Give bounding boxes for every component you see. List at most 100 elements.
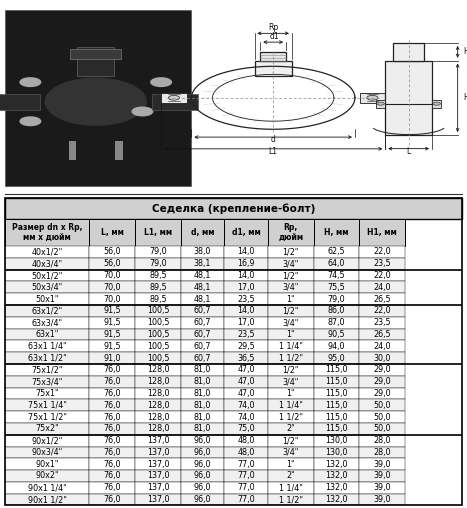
Bar xyxy=(314,399,359,411)
Bar xyxy=(181,293,224,305)
Text: 14,0: 14,0 xyxy=(237,306,255,315)
Text: 81,0: 81,0 xyxy=(194,412,211,422)
Bar xyxy=(135,494,181,505)
Bar xyxy=(181,458,224,470)
Text: 91,5: 91,5 xyxy=(103,342,121,351)
Bar xyxy=(224,388,268,399)
Bar xyxy=(89,447,135,458)
Bar xyxy=(135,482,181,494)
Text: 100,5: 100,5 xyxy=(147,354,169,363)
Bar xyxy=(268,352,314,364)
Text: 63x1": 63x1" xyxy=(35,330,59,339)
Text: L, мм: L, мм xyxy=(101,228,124,237)
Bar xyxy=(314,482,359,494)
Bar xyxy=(5,447,89,458)
Bar xyxy=(135,352,181,364)
Bar xyxy=(268,482,314,494)
Bar xyxy=(5,482,89,494)
Text: 29,5: 29,5 xyxy=(237,342,255,351)
Text: 90,5: 90,5 xyxy=(328,330,345,339)
Text: 1 1/4": 1 1/4" xyxy=(279,483,303,492)
Bar xyxy=(5,246,89,258)
Text: 96,0: 96,0 xyxy=(194,471,212,481)
Bar xyxy=(89,270,135,281)
Text: 3/4": 3/4" xyxy=(283,259,299,268)
Bar xyxy=(224,281,268,293)
Text: 23,5: 23,5 xyxy=(374,259,391,268)
Bar xyxy=(314,423,359,435)
Bar xyxy=(268,281,314,293)
Bar xyxy=(359,376,405,388)
Bar xyxy=(89,482,135,494)
Bar xyxy=(135,364,181,376)
Bar xyxy=(359,447,405,458)
Text: Rp: Rp xyxy=(269,23,279,33)
Bar xyxy=(224,376,268,388)
Text: 60,7: 60,7 xyxy=(194,354,212,363)
Bar xyxy=(181,470,224,482)
Bar xyxy=(359,246,405,258)
Bar xyxy=(314,411,359,423)
Text: 76,0: 76,0 xyxy=(104,448,121,457)
Bar xyxy=(432,100,441,108)
Text: 128,0: 128,0 xyxy=(147,412,169,422)
Bar xyxy=(70,49,121,58)
Bar xyxy=(224,258,268,270)
Bar xyxy=(5,435,89,447)
Text: 70,0: 70,0 xyxy=(104,271,121,280)
Bar xyxy=(224,423,268,435)
Text: 76,0: 76,0 xyxy=(104,412,121,422)
Text: 130,0: 130,0 xyxy=(325,448,347,457)
Bar xyxy=(161,93,187,103)
Text: 23,5: 23,5 xyxy=(374,318,391,327)
Text: 38,0: 38,0 xyxy=(194,247,211,257)
Text: 74,5: 74,5 xyxy=(328,271,345,280)
Bar xyxy=(359,458,405,470)
Bar xyxy=(89,352,135,364)
Bar xyxy=(181,340,224,352)
Text: L: L xyxy=(406,146,411,155)
Bar xyxy=(359,388,405,399)
Text: 132,0: 132,0 xyxy=(325,495,348,504)
Text: 50,0: 50,0 xyxy=(374,412,391,422)
Bar xyxy=(314,340,359,352)
Text: 137,0: 137,0 xyxy=(147,495,169,504)
Bar xyxy=(152,94,198,110)
Text: 47,0: 47,0 xyxy=(237,377,255,386)
Bar xyxy=(314,447,359,458)
Bar xyxy=(181,281,224,293)
Bar xyxy=(181,258,224,270)
Text: 132,0: 132,0 xyxy=(325,460,348,469)
Bar xyxy=(5,494,89,505)
Bar xyxy=(314,270,359,281)
Bar xyxy=(181,305,224,317)
Text: 89,5: 89,5 xyxy=(149,271,167,280)
Bar xyxy=(359,423,405,435)
Text: 76,0: 76,0 xyxy=(104,401,121,410)
Bar xyxy=(314,305,359,317)
Text: 2": 2" xyxy=(286,424,295,433)
Text: 14,0: 14,0 xyxy=(237,271,255,280)
Bar xyxy=(314,246,359,258)
Bar xyxy=(5,340,89,352)
Bar xyxy=(135,411,181,423)
Text: H: H xyxy=(464,93,467,102)
Text: L1, мм: L1, мм xyxy=(144,228,172,237)
Bar xyxy=(5,376,89,388)
Text: 77,0: 77,0 xyxy=(237,471,255,481)
Text: d1, мм: d1, мм xyxy=(232,228,261,237)
Text: 3/4": 3/4" xyxy=(283,318,299,327)
Bar xyxy=(359,352,405,364)
Text: 30,0: 30,0 xyxy=(374,354,391,363)
Bar xyxy=(181,399,224,411)
Text: 40x3/4": 40x3/4" xyxy=(31,259,63,268)
Bar xyxy=(5,470,89,482)
Text: 90x1 1/2": 90x1 1/2" xyxy=(28,495,66,504)
Text: 17,0: 17,0 xyxy=(237,283,255,292)
Text: 26,5: 26,5 xyxy=(374,295,391,304)
Text: 115,0: 115,0 xyxy=(325,365,348,374)
Bar xyxy=(385,60,432,135)
Bar xyxy=(89,423,135,435)
Text: 128,0: 128,0 xyxy=(147,365,169,374)
Text: 48,1: 48,1 xyxy=(194,271,211,280)
